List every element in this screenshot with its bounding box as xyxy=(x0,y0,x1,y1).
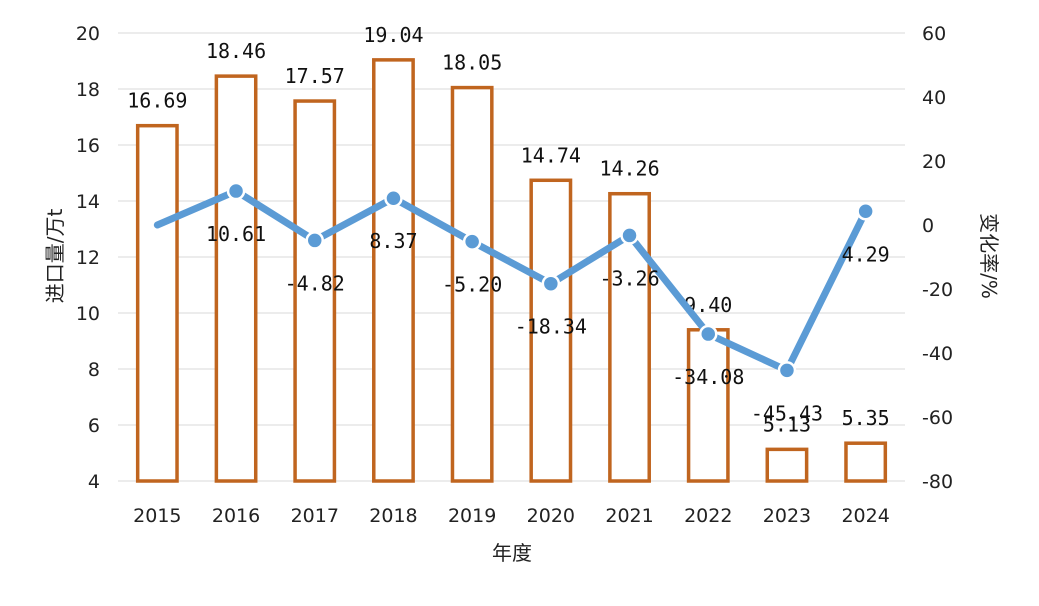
x-tick-label: 2015 xyxy=(133,505,181,527)
bar-series xyxy=(135,58,888,483)
y2-tick-label: 40 xyxy=(922,87,946,109)
y2-tick-label: 0 xyxy=(922,215,934,237)
line-path xyxy=(153,187,870,374)
x-tick-label: 2018 xyxy=(369,505,417,527)
line-value-label: -34.08 xyxy=(672,365,744,389)
x-tick-label: 2021 xyxy=(605,505,653,527)
bar-value-label: 17.57 xyxy=(285,64,345,88)
y-tick-label: 14 xyxy=(76,191,100,213)
bar-data-labels: 16.6918.4617.5719.0418.0514.7414.269.405… xyxy=(127,23,889,436)
y2-tick-label: -60 xyxy=(922,407,953,429)
line-point xyxy=(620,226,639,245)
y2-tick-label: -80 xyxy=(922,471,953,493)
line-data-labels: 10.61 -4.82 8.37 -5.20 -18.34 -3.26 -34.08 -45.… xyxy=(206,222,890,425)
bar xyxy=(214,74,258,483)
line-point xyxy=(305,231,324,250)
line-value-label: -45.43 xyxy=(751,401,823,425)
bar-value-label: 14.74 xyxy=(521,143,581,167)
y-tick-label: 6 xyxy=(88,415,100,437)
bar xyxy=(372,58,415,483)
y-tick-label: 18 xyxy=(76,79,100,101)
bar xyxy=(844,441,888,483)
x-axis-title: 年度 xyxy=(492,541,532,565)
x-tick-label: 2020 xyxy=(527,505,575,527)
x-tick-label: 2017 xyxy=(291,505,339,527)
y-tick-label: 8 xyxy=(88,359,100,381)
right-axis-ticks: -80 -60 -40 -20 0 20 40 60 xyxy=(922,23,953,493)
y-tick-label: 16 xyxy=(76,135,100,157)
line-point xyxy=(462,232,482,251)
y-tick-label: 4 xyxy=(88,471,100,493)
line-value-label: -18.34 xyxy=(515,315,587,339)
line-point xyxy=(541,274,561,293)
x-tick-label: 2022 xyxy=(684,505,732,527)
y2-axis-title: 变化率/% xyxy=(977,213,1001,299)
bar xyxy=(135,123,179,483)
bar-value-label: 19.04 xyxy=(363,23,423,47)
y-tick-label: 12 xyxy=(76,247,100,269)
bar xyxy=(529,178,573,483)
y2-tick-label: 20 xyxy=(922,151,946,173)
y-tick-label: 10 xyxy=(76,303,100,325)
bar xyxy=(293,99,337,483)
y2-tick-label: 60 xyxy=(922,23,946,45)
line-value-label: -4.82 xyxy=(285,271,345,295)
y2-tick-label: -20 xyxy=(922,279,953,301)
bar xyxy=(686,328,730,483)
line-value-label: 10.61 xyxy=(206,222,266,246)
bar xyxy=(450,85,494,483)
bar-value-label: 16.69 xyxy=(127,89,187,113)
y2-tick-label: -40 xyxy=(922,343,953,365)
line-value-label: 8.37 xyxy=(369,229,417,253)
line-point xyxy=(777,361,797,380)
line-value-label: -3.26 xyxy=(599,266,659,290)
left-axis-ticks: 4 6 8 10 12 14 16 18 20 xyxy=(76,23,100,493)
line-point xyxy=(856,202,875,221)
line-series xyxy=(153,181,875,380)
line-point xyxy=(384,188,403,208)
x-tick-label: 2023 xyxy=(763,505,811,527)
x-tick-label: 2024 xyxy=(841,505,889,527)
x-tick-label: 2016 xyxy=(212,505,260,527)
bar xyxy=(765,447,809,483)
y-axis-title: 进口量/万t xyxy=(43,209,67,304)
bar-value-label: 5.35 xyxy=(842,406,890,430)
bar-value-label: 14.26 xyxy=(599,157,659,181)
line-point xyxy=(226,181,246,201)
bar-value-label: 18.46 xyxy=(206,39,266,63)
x-axis-ticks: 2015 2016 2017 2018 2019 2020 2021 2022 2023 2024 xyxy=(133,505,890,527)
bar-value-label: 5.13 xyxy=(763,412,811,436)
line-point xyxy=(699,324,718,344)
y-tick-label: 20 xyxy=(76,23,100,45)
line-value-label: 4.29 xyxy=(842,242,890,266)
bar-value-label: 18.05 xyxy=(442,51,502,75)
line-value-label: -5.20 xyxy=(442,273,502,297)
x-tick-label: 2019 xyxy=(448,505,496,527)
